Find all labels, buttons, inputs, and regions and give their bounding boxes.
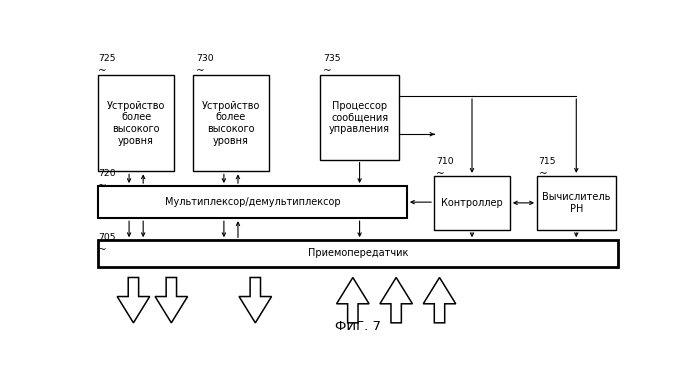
Text: Приемопередатчик: Приемопередатчик (308, 249, 408, 258)
FancyBboxPatch shape (320, 75, 399, 160)
Text: 715: 715 (539, 157, 556, 166)
Polygon shape (337, 277, 369, 323)
Text: Контроллер: Контроллер (441, 198, 503, 208)
Text: ~: ~ (196, 66, 205, 76)
Text: Процессор
сообщения
управления: Процессор сообщения управления (329, 101, 390, 134)
Text: Мультиплексор/демультиплексор: Мультиплексор/демультиплексор (165, 197, 340, 207)
FancyBboxPatch shape (193, 75, 269, 171)
Text: ~: ~ (539, 169, 547, 179)
Text: 720: 720 (98, 169, 116, 178)
Polygon shape (239, 277, 271, 323)
Text: ~: ~ (98, 245, 107, 255)
Text: Вычислитель
РН: Вычислитель РН (542, 192, 610, 214)
FancyBboxPatch shape (537, 176, 616, 230)
Text: 735: 735 (323, 54, 340, 63)
FancyBboxPatch shape (434, 176, 510, 230)
Text: ~: ~ (435, 169, 445, 179)
Text: ФИГ. 7: ФИГ. 7 (336, 320, 381, 333)
Text: ~: ~ (98, 181, 107, 191)
Polygon shape (424, 277, 456, 323)
Polygon shape (380, 277, 412, 323)
Text: 725: 725 (98, 54, 116, 63)
Polygon shape (155, 277, 187, 323)
Text: Устройство
более
высокого
уровня: Устройство более высокого уровня (107, 101, 166, 146)
Text: ~: ~ (98, 66, 107, 76)
FancyBboxPatch shape (98, 240, 618, 266)
FancyBboxPatch shape (98, 75, 174, 171)
Text: 705: 705 (98, 233, 116, 242)
Text: Устройство
более
высокого
уровня: Устройство более высокого уровня (202, 101, 260, 146)
Polygon shape (117, 277, 150, 323)
Text: 730: 730 (196, 54, 213, 63)
Text: 710: 710 (435, 157, 454, 166)
Text: ~: ~ (323, 66, 332, 76)
FancyBboxPatch shape (98, 186, 407, 218)
